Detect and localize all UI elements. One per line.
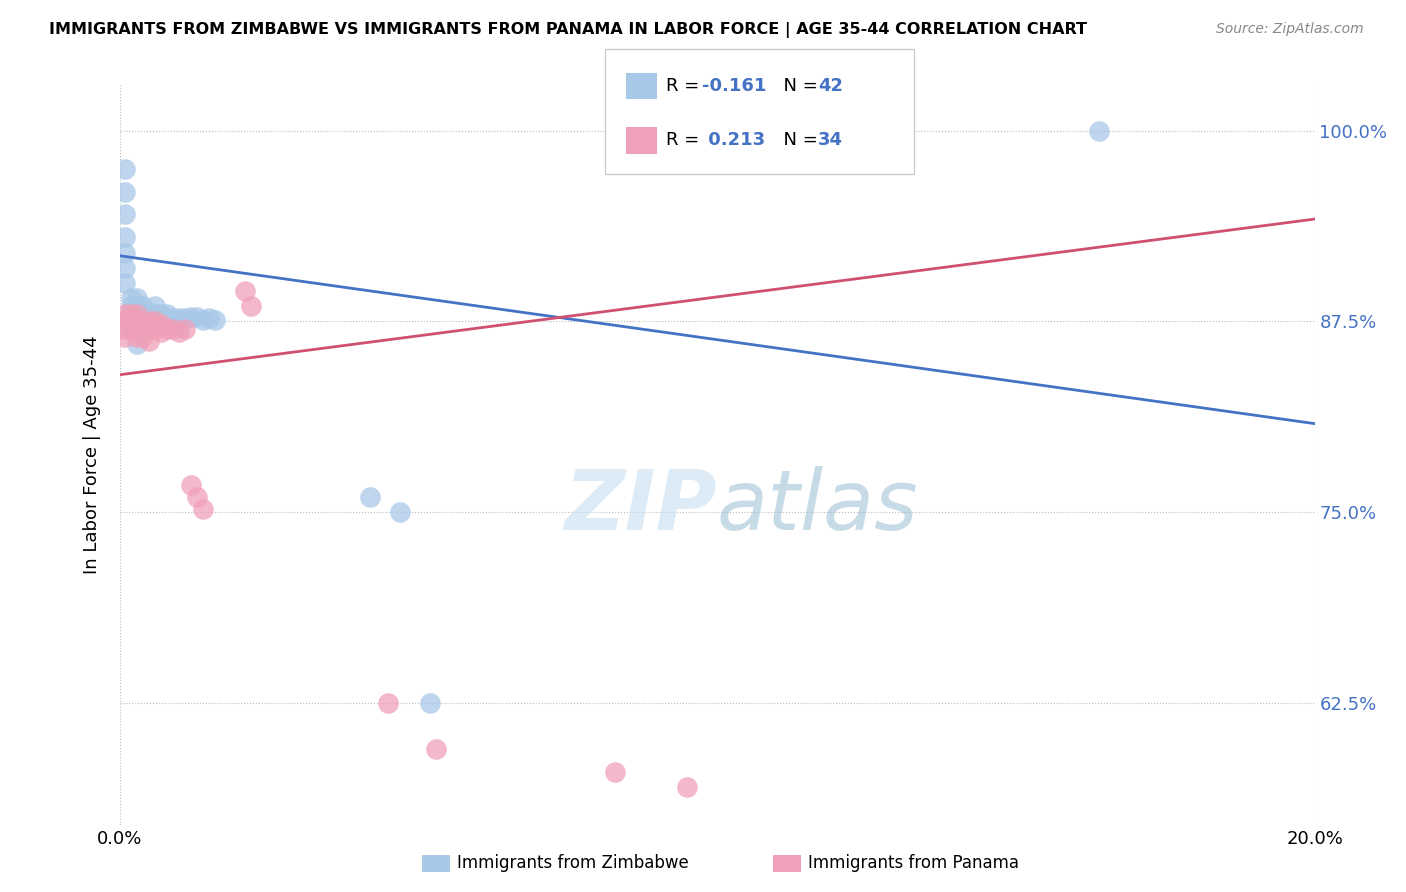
- Point: [121, 314, 143, 328]
- Point: [186, 310, 208, 324]
- Point: [419, 696, 441, 710]
- Text: R =: R =: [666, 77, 706, 95]
- Text: Source: ZipAtlas.com: Source: ZipAtlas.com: [1216, 22, 1364, 37]
- Point: [156, 314, 179, 328]
- Point: [114, 245, 136, 260]
- Point: [114, 329, 136, 343]
- Point: [121, 299, 143, 313]
- Point: [132, 314, 155, 328]
- Point: [377, 696, 399, 710]
- Point: [114, 276, 136, 290]
- Text: 0.213: 0.213: [702, 131, 765, 150]
- Point: [132, 299, 155, 313]
- Point: [360, 490, 382, 504]
- Point: [162, 311, 184, 326]
- Point: [145, 314, 166, 328]
- Text: 42: 42: [818, 77, 844, 95]
- Text: IMMIGRANTS FROM ZIMBABWE VS IMMIGRANTS FROM PANAMA IN LABOR FORCE | AGE 35-44 CO: IMMIGRANTS FROM ZIMBABWE VS IMMIGRANTS F…: [49, 22, 1087, 38]
- Point: [150, 318, 173, 332]
- Point: [186, 490, 208, 504]
- Point: [169, 311, 191, 326]
- Text: 34: 34: [818, 131, 844, 150]
- Point: [191, 502, 215, 516]
- Point: [169, 318, 191, 333]
- Point: [138, 314, 160, 328]
- Point: [204, 313, 226, 327]
- Point: [114, 260, 136, 275]
- Point: [127, 322, 149, 336]
- Point: [180, 477, 202, 491]
- Point: [127, 307, 149, 321]
- Point: [114, 322, 136, 336]
- Point: [121, 322, 143, 336]
- Text: ZIP: ZIP: [564, 467, 717, 548]
- Point: [389, 505, 412, 519]
- Point: [138, 307, 160, 321]
- Point: [174, 311, 197, 326]
- Point: [1088, 123, 1111, 137]
- Point: [121, 307, 143, 321]
- Text: R =: R =: [666, 131, 706, 150]
- Point: [169, 325, 191, 339]
- Point: [121, 292, 143, 306]
- Point: [162, 322, 184, 336]
- Point: [138, 334, 160, 349]
- Point: [138, 314, 160, 328]
- Point: [233, 284, 256, 298]
- Point: [127, 314, 149, 328]
- Point: [121, 314, 143, 328]
- Text: atlas: atlas: [717, 467, 918, 548]
- Point: [114, 314, 136, 328]
- Point: [150, 314, 173, 328]
- Point: [127, 307, 149, 321]
- Point: [145, 314, 166, 328]
- Point: [132, 314, 155, 328]
- Point: [145, 299, 166, 313]
- Point: [150, 325, 173, 339]
- Point: [127, 314, 149, 328]
- Text: -0.161: -0.161: [702, 77, 766, 95]
- Text: N =: N =: [772, 131, 824, 150]
- Point: [605, 764, 627, 779]
- Point: [114, 161, 136, 176]
- Text: Immigrants from Panama: Immigrants from Panama: [808, 855, 1019, 872]
- Point: [121, 307, 143, 321]
- Point: [156, 322, 179, 336]
- Point: [132, 322, 155, 336]
- Text: N =: N =: [772, 77, 824, 95]
- Point: [127, 299, 149, 313]
- Point: [150, 307, 173, 321]
- Point: [145, 322, 166, 336]
- Point: [156, 307, 179, 321]
- Y-axis label: In Labor Force | Age 35-44: In Labor Force | Age 35-44: [83, 335, 101, 574]
- Point: [121, 322, 143, 336]
- Point: [676, 780, 699, 794]
- Point: [114, 230, 136, 244]
- Point: [191, 313, 215, 327]
- Point: [127, 292, 149, 306]
- Text: Immigrants from Zimbabwe: Immigrants from Zimbabwe: [457, 855, 689, 872]
- Point: [145, 307, 166, 321]
- Point: [127, 337, 149, 351]
- Point: [132, 307, 155, 321]
- Point: [114, 307, 136, 321]
- Point: [174, 322, 197, 336]
- Point: [180, 310, 202, 324]
- Point: [198, 311, 221, 326]
- Point: [239, 299, 263, 313]
- Point: [132, 329, 155, 343]
- Point: [138, 322, 160, 336]
- Point: [114, 207, 136, 221]
- Point: [127, 329, 149, 343]
- Point: [114, 185, 136, 199]
- Point: [425, 741, 447, 756]
